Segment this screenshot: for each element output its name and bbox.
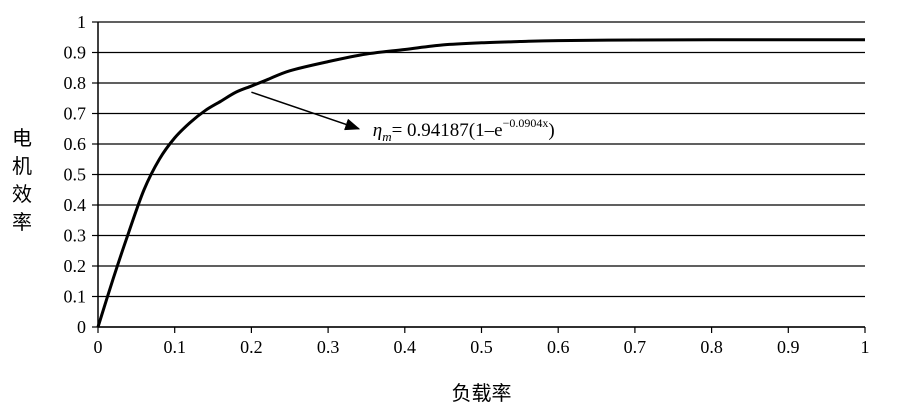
y-axis-title-char-0: 电: [12, 126, 32, 150]
y-tick-label-6: 0.6: [64, 134, 87, 154]
y-tick-label-7: 0.7: [64, 104, 87, 124]
x-tick-label-3: 0.3: [317, 337, 340, 357]
x-tick-label-5: 0.5: [470, 337, 493, 357]
x-tick-label-2: 0.2: [240, 337, 263, 357]
x-tick-label-1: 0.1: [163, 337, 186, 357]
y-axis-title-char-3: 率: [12, 210, 32, 234]
x-tick-label-0: 0: [94, 337, 103, 357]
y-tick-label-3: 0.3: [64, 226, 87, 246]
y-axis-title-char-2: 效: [12, 182, 32, 206]
formula-main: = 0.94187(1–e: [392, 120, 503, 141]
y-tick-label-0: 0: [77, 317, 86, 337]
y-tick-label-2: 0.2: [64, 256, 87, 276]
annotation-formula: ηm= 0.94187(1–e−0.0904x): [373, 116, 555, 144]
x-tick-label-7: 0.7: [624, 337, 647, 357]
y-tick-label-1: 0.1: [64, 287, 87, 307]
x-tick-label-8: 0.8: [700, 337, 723, 357]
y-tick-label-10: 1: [77, 12, 86, 32]
x-tick-label-4: 0.4: [394, 337, 417, 357]
y-tick-label-4: 0.4: [64, 195, 87, 215]
y-axis-title-char-1: 机: [12, 154, 32, 178]
formula-sup: −0.0904x: [503, 116, 549, 130]
y-axis-title: 电机效率: [12, 126, 32, 234]
annotation-arrow: [251, 91, 361, 131]
x-axis-title: 负载率: [452, 381, 512, 405]
efficiency-curve: [96, 38, 865, 328]
formula-eta: η: [373, 120, 382, 141]
x-tick-label-9: 0.9: [777, 337, 800, 357]
y-tick-label-9: 0.9: [64, 43, 87, 63]
y-tick-label-5: 0.5: [64, 165, 87, 185]
y-tick-label-8: 0.8: [64, 73, 87, 93]
x-tick-label-6: 0.6: [547, 337, 570, 357]
x-tick-label-10: 1: [861, 337, 870, 357]
formula-close: ): [548, 120, 554, 141]
formula-sub: m: [382, 129, 391, 144]
